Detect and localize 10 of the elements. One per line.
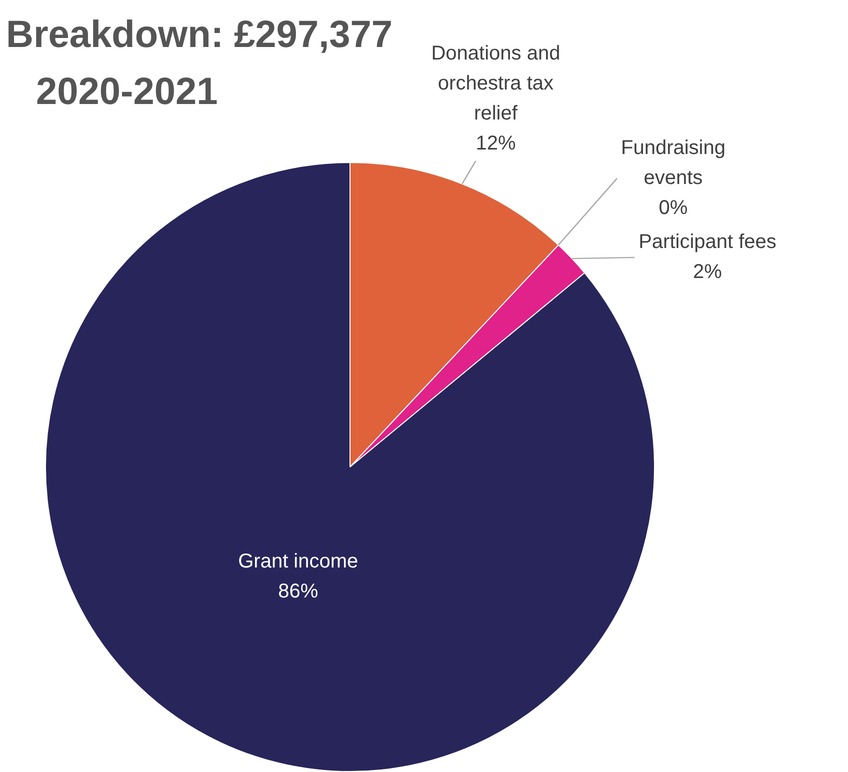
category-label: Fundraising events (620, 136, 726, 189)
data-label: 86% (278, 580, 318, 603)
slice-label: Participant fees (638, 230, 776, 253)
text: 2020-2021 (36, 70, 218, 115)
data-label: 12% (476, 132, 516, 154)
slice-label: Grant income (238, 550, 358, 573)
chart-title: Breakdown: £297,377 (6, 13, 393, 58)
data-label: 2% (693, 260, 722, 283)
slice-label: Donations and orchestra tax relief (431, 42, 560, 124)
text: 0% (658, 196, 688, 219)
